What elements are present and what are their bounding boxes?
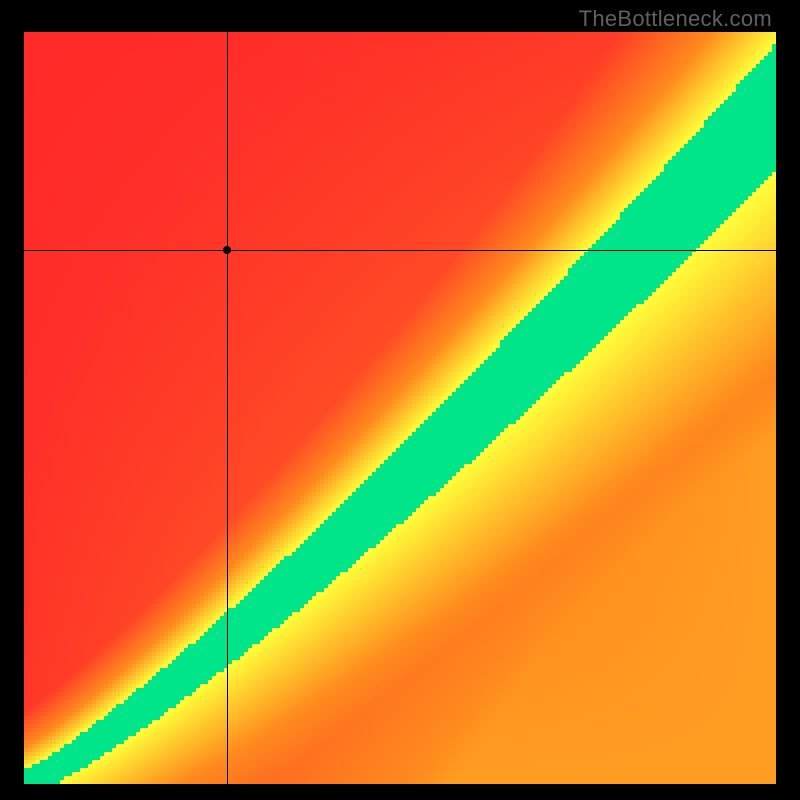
- figure-container: TheBottleneck.com: [0, 0, 800, 800]
- crosshair-vertical: [227, 32, 228, 784]
- heatmap-canvas: [24, 32, 776, 784]
- watermark-text: TheBottleneck.com: [579, 6, 772, 32]
- crosshair-marker: [223, 246, 231, 254]
- crosshair-horizontal: [24, 250, 776, 251]
- plot-area: [24, 32, 776, 784]
